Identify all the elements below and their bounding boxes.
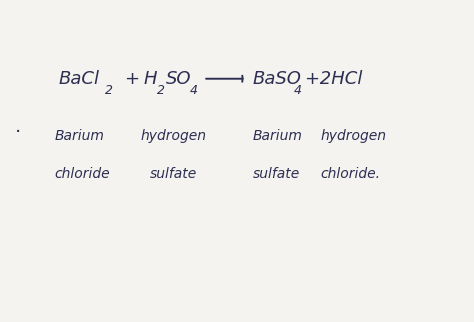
Text: hydrogen: hydrogen xyxy=(141,129,207,143)
Text: BaSO: BaSO xyxy=(253,70,301,88)
Text: +: + xyxy=(125,70,140,88)
Text: 4: 4 xyxy=(190,84,198,97)
Text: Barium: Barium xyxy=(55,129,104,143)
Text: 4: 4 xyxy=(294,84,302,97)
Text: chloride.: chloride. xyxy=(320,167,380,181)
Text: SO: SO xyxy=(166,70,191,88)
Text: sulfate: sulfate xyxy=(149,167,197,181)
Text: H: H xyxy=(143,70,157,88)
Text: sulfate: sulfate xyxy=(253,167,300,181)
Text: BaCl: BaCl xyxy=(59,70,100,88)
Text: Barium: Barium xyxy=(253,129,302,143)
Text: hydrogen: hydrogen xyxy=(320,129,386,143)
Text: 2: 2 xyxy=(157,84,165,97)
Text: chloride: chloride xyxy=(55,167,110,181)
Text: +: + xyxy=(304,70,319,88)
Text: ·: · xyxy=(15,123,21,142)
Text: 2HCl: 2HCl xyxy=(314,70,363,88)
Text: 2: 2 xyxy=(105,84,113,97)
